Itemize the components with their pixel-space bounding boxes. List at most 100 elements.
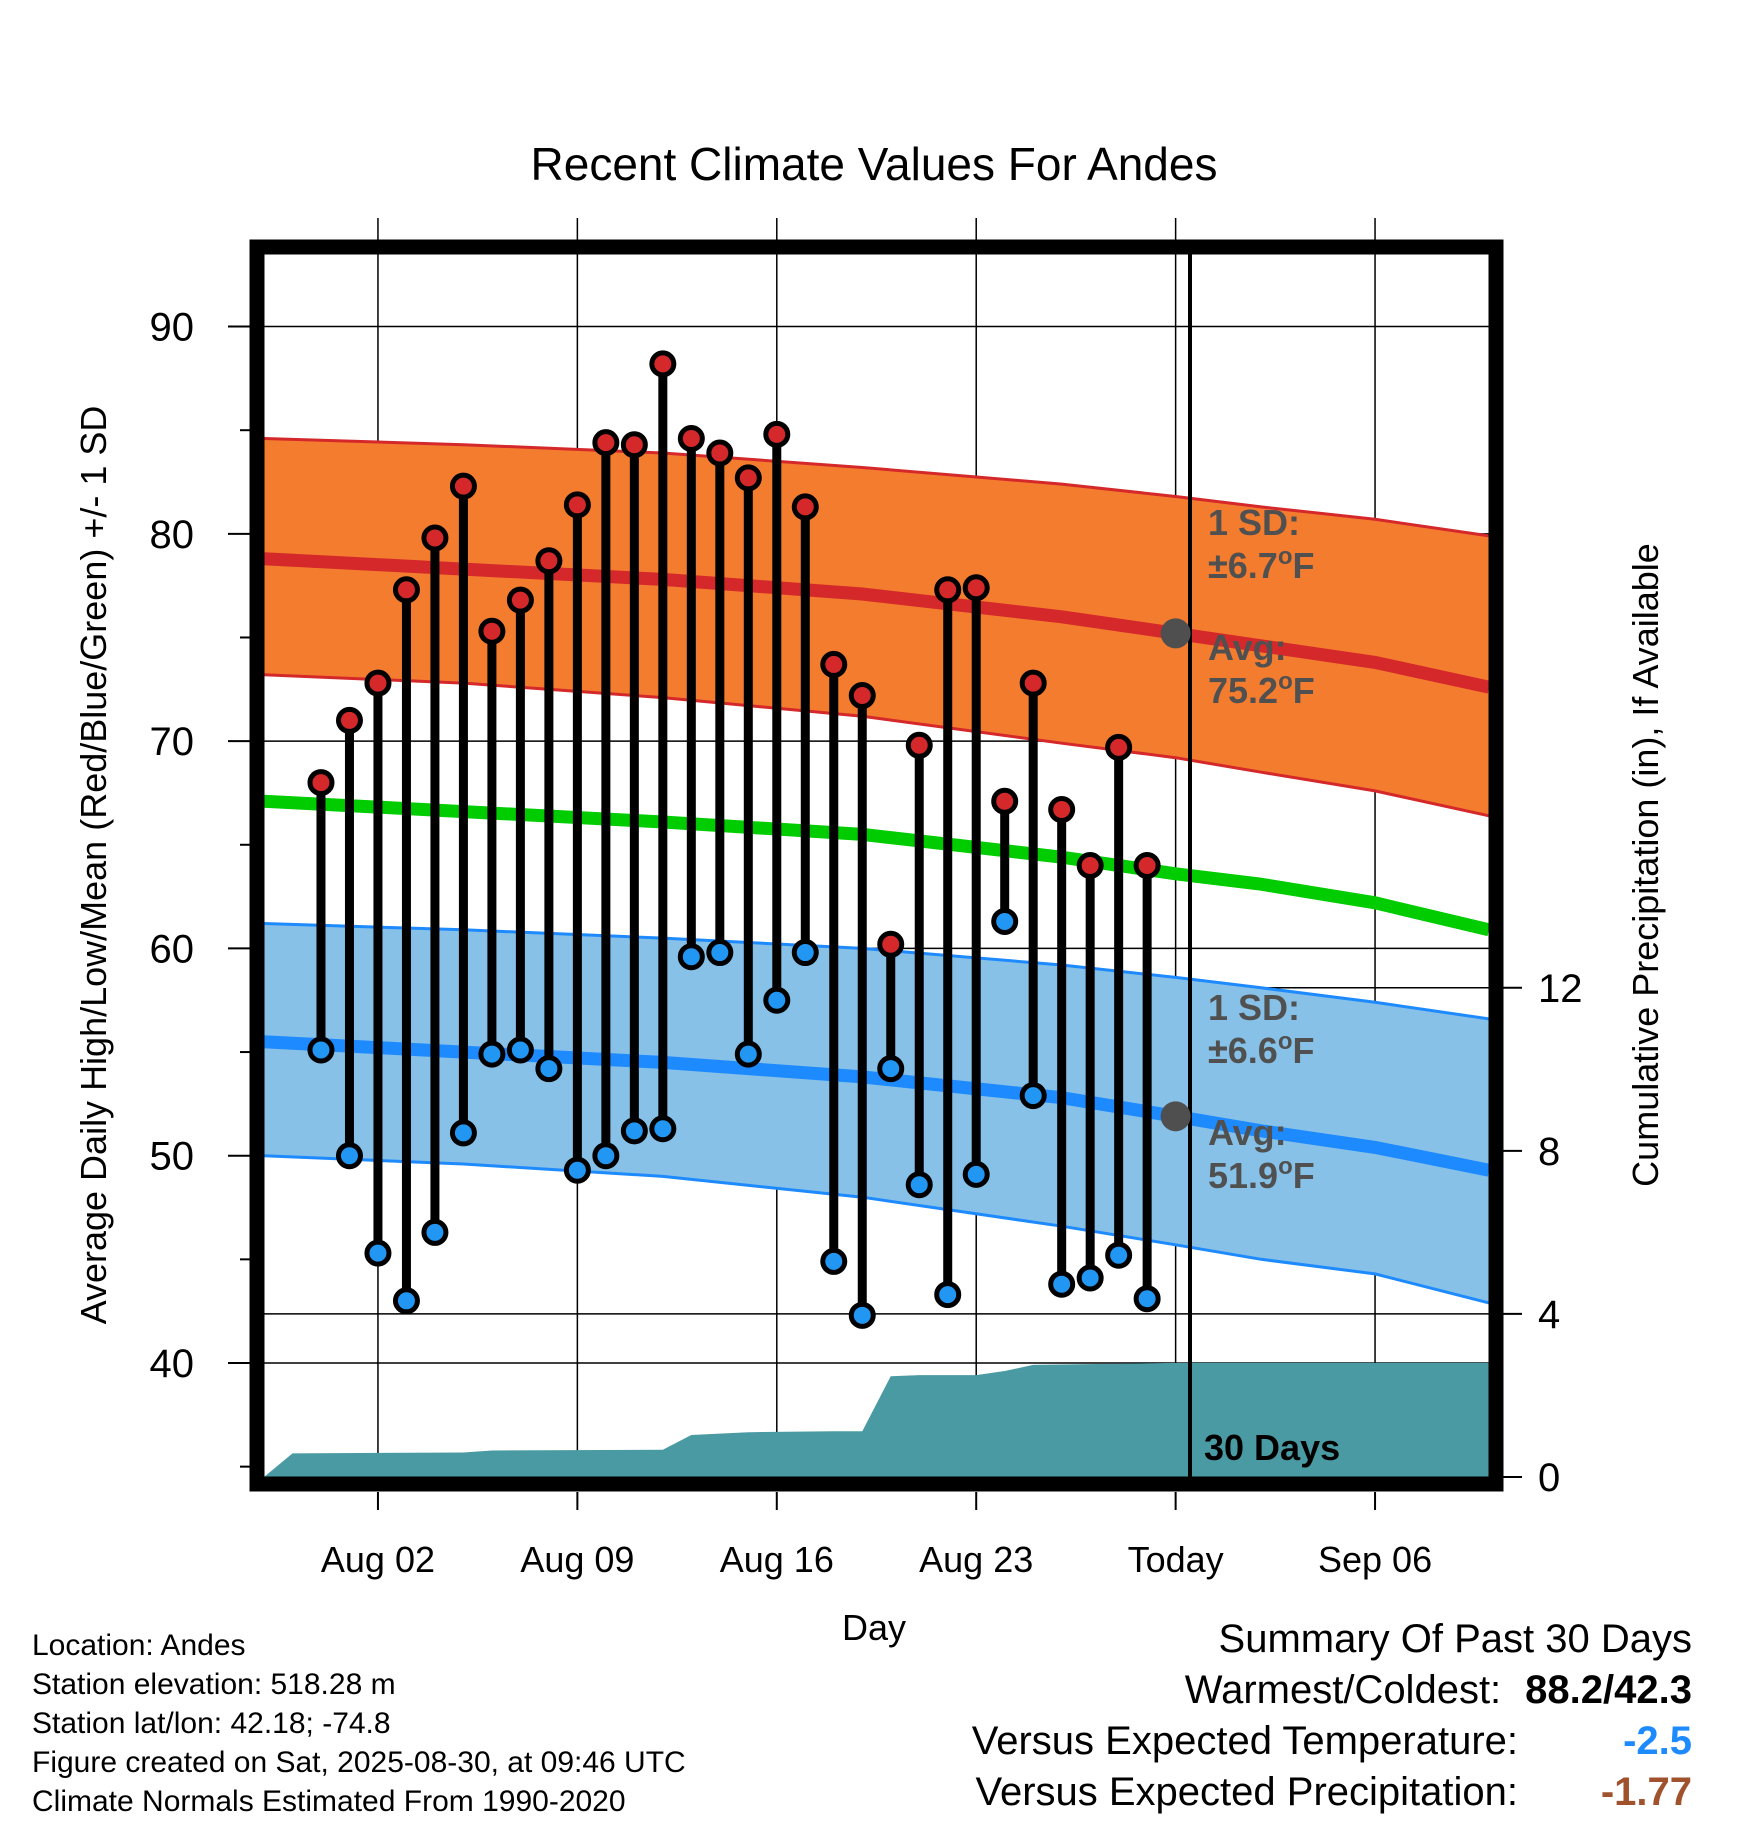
today-high-normal-marker xyxy=(1160,618,1191,649)
x-axis-label: Day xyxy=(842,1607,906,1648)
daily-low-point xyxy=(392,1287,420,1315)
daily-low-point xyxy=(364,1239,392,1267)
precip-departure-value: -1.77 xyxy=(1600,1770,1692,1814)
daily-high-point xyxy=(535,547,563,575)
plot-frame xyxy=(249,239,1504,1492)
summary-title: Summary Of Past 30 Days xyxy=(1218,1617,1692,1661)
station-metadata: Location: Andes Station elevation: 518.2… xyxy=(32,1626,686,1821)
daily-high-point xyxy=(962,574,990,602)
daily-high-point xyxy=(335,706,363,734)
y2-tick-label: 4 xyxy=(1538,1293,1560,1337)
daily-high-point xyxy=(820,650,848,678)
daily-low-point xyxy=(421,1218,449,1246)
y2-tick-label: 0 xyxy=(1538,1456,1560,1500)
daily-high-point xyxy=(1048,796,1076,824)
daily-high-point xyxy=(592,429,620,457)
daily-high-point xyxy=(392,576,420,604)
daily-low-point xyxy=(677,943,705,971)
y-tick-label: 40 xyxy=(150,1342,195,1386)
daily-low-point xyxy=(1133,1285,1161,1313)
low-avg-value: 51.9oF xyxy=(1208,1153,1315,1196)
today-days-label: 30 Days xyxy=(1204,1427,1340,1468)
daily-high-point xyxy=(506,586,534,614)
daily-high-point xyxy=(791,493,819,521)
daily-low-point xyxy=(877,1055,905,1083)
daily-high-point xyxy=(620,431,648,459)
daily-high-point xyxy=(1076,852,1104,879)
daily-low-point xyxy=(1019,1082,1047,1110)
warmest-coldest-label: Warmest/Coldest: xyxy=(1184,1668,1502,1712)
daily-high-point xyxy=(905,731,933,759)
daily-low-point xyxy=(734,1040,762,1068)
low-sd-band xyxy=(264,923,1489,1303)
y-tick-label: 60 xyxy=(150,927,195,971)
daily-high-point xyxy=(421,524,449,552)
daily-high-point xyxy=(649,350,677,378)
daily-low-point xyxy=(1048,1270,1076,1298)
daily-low-point xyxy=(706,939,734,967)
high-sd-label: 1 SD: xyxy=(1208,502,1300,543)
daily-low-point xyxy=(905,1171,933,1199)
today-low-normal-marker xyxy=(1160,1101,1191,1132)
temp-departure-value: -2.5 xyxy=(1623,1719,1692,1763)
created-text: Figure created on Sat, 2025-08-30, at 09… xyxy=(32,1746,686,1779)
daily-low-point xyxy=(478,1040,506,1068)
daily-low-point xyxy=(1076,1264,1104,1292)
y-tick-label: 70 xyxy=(150,720,195,764)
daily-low-point xyxy=(335,1142,363,1170)
high-normal-annotation: 1 SD: ±6.7oF Avg: 75.2oF xyxy=(1208,502,1315,711)
daily-high-point xyxy=(877,930,905,958)
high-normal-line xyxy=(263,552,1491,694)
x-tick-label: Aug 09 xyxy=(520,1539,634,1580)
daily-range-sticks xyxy=(316,363,1152,1316)
y-axis-label: Average Daily High/Low/Mean (Red/Blue/Gr… xyxy=(73,406,114,1325)
precip-departure-label: Versus Expected Precipitation: xyxy=(975,1770,1518,1814)
daily-high-point xyxy=(991,787,1019,815)
daily-low-point xyxy=(563,1156,591,1184)
x-tick-label: Aug 02 xyxy=(321,1539,435,1580)
summary-temp: Versus Expected Temperature: -2.5 xyxy=(972,1716,1692,1767)
daily-high-point xyxy=(1133,852,1161,879)
daily-low-point xyxy=(535,1055,563,1083)
daily-high-point xyxy=(1019,669,1047,697)
grid-lines xyxy=(264,218,1489,1477)
daily-low-point xyxy=(791,939,819,967)
y2-tick-label: 8 xyxy=(1538,1130,1560,1174)
location-text: Location: Andes xyxy=(32,1629,246,1662)
chart-title: Recent Climate Values For Andes xyxy=(531,138,1218,190)
high-sd-band-lower-edge xyxy=(263,673,1490,818)
daily-low-point xyxy=(991,907,1019,935)
daily-high-point xyxy=(848,682,876,710)
daily-low-point xyxy=(649,1115,677,1143)
daily-low-point xyxy=(763,986,791,1014)
daily-high-point xyxy=(706,439,734,467)
x-tick-label: Aug 16 xyxy=(720,1539,834,1580)
y2-tick-label: 12 xyxy=(1538,967,1583,1011)
low-avg-label: Avg: xyxy=(1208,1112,1287,1153)
daily-high-point xyxy=(763,420,791,448)
high-avg-value: 75.2oF xyxy=(1208,668,1315,711)
daily-low-point xyxy=(449,1119,477,1147)
x-tick-label: Today xyxy=(1128,1539,1224,1580)
daily-high-point xyxy=(449,472,477,500)
temp-departure-label: Versus Expected Temperature: xyxy=(971,1719,1518,1763)
daily-high-point xyxy=(478,617,506,645)
daily-low-point xyxy=(620,1117,648,1145)
normals-text: Climate Normals Estimated From 1990-2020 xyxy=(32,1785,626,1818)
daily-high-point xyxy=(1105,733,1133,761)
latlon-text: Station lat/lon: 42.18; -74.8 xyxy=(32,1707,391,1740)
daily-high-point xyxy=(364,669,392,697)
daily-low-point xyxy=(307,1036,335,1064)
high-sd-value: ±6.7oF xyxy=(1208,543,1314,586)
axis-ticks: 40 50 60 70 80 90 0 4 8 12 Aug 02 Aug 09 Aug 16 Aug 2… xyxy=(150,306,1583,1580)
y-tick-label: 90 xyxy=(150,306,195,350)
low-normal-annotation: 1 SD: ±6.6oF Avg: 51.9oF xyxy=(1208,987,1315,1196)
y2-axis-label: Cumulative Precipitation (in), If Availa… xyxy=(1625,543,1666,1187)
x-tick-label: Aug 23 xyxy=(919,1539,1033,1580)
daily-low-point xyxy=(820,1247,848,1275)
daily-high-point xyxy=(734,464,762,492)
daily-low-point xyxy=(934,1281,962,1309)
daily-low-point xyxy=(848,1301,876,1329)
daily-low-point xyxy=(962,1160,990,1188)
mean-normal-line xyxy=(263,794,1491,937)
